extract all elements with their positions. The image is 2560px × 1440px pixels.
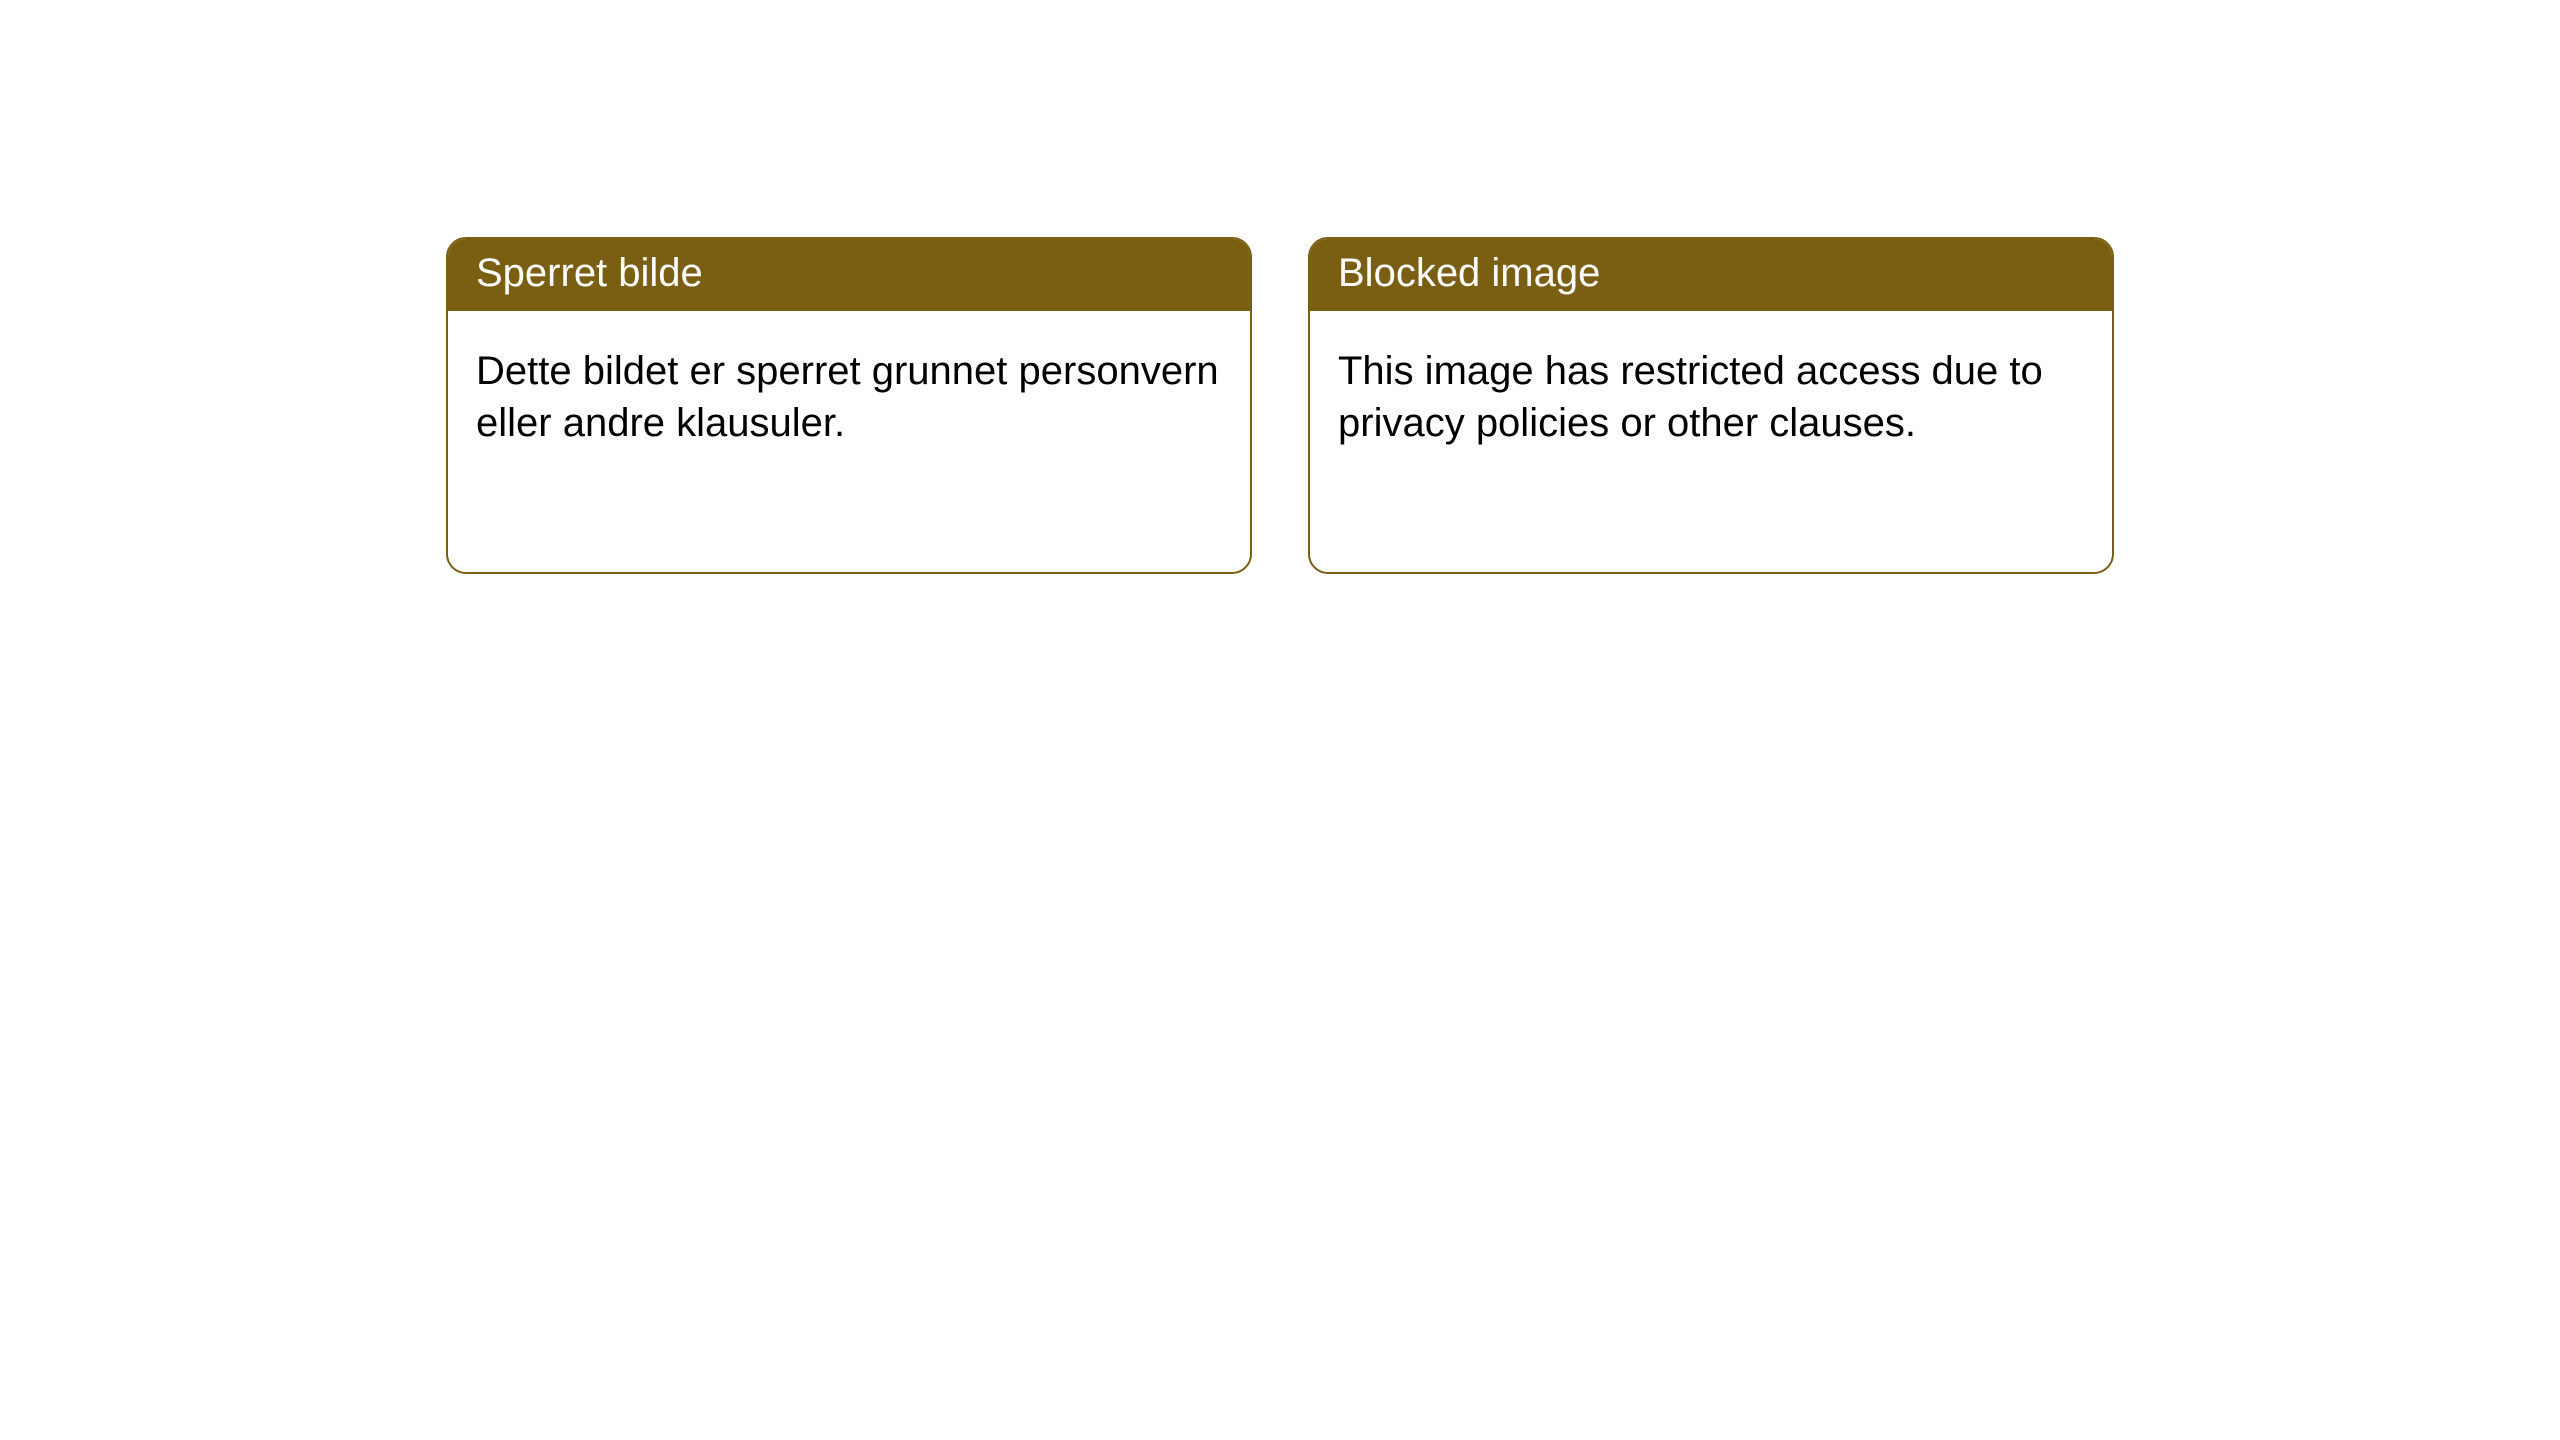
notice-card-norwegian: Sperret bilde Dette bildet er sperret gr… [446,237,1252,574]
card-header: Blocked image [1310,239,2112,311]
notice-container: Sperret bilde Dette bildet er sperret gr… [446,237,2114,574]
card-header: Sperret bilde [448,239,1250,311]
card-message: This image has restricted access due to … [1338,349,2043,445]
card-body: This image has restricted access due to … [1310,311,2112,483]
card-message: Dette bildet er sperret grunnet personve… [476,349,1219,445]
notice-card-english: Blocked image This image has restricted … [1308,237,2114,574]
card-body: Dette bildet er sperret grunnet personve… [448,311,1250,483]
card-title: Sperret bilde [476,251,703,295]
card-title: Blocked image [1338,251,1600,295]
